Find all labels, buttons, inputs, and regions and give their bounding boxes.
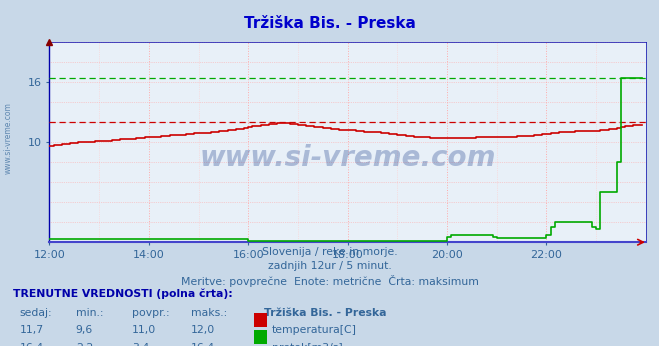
Text: TRENUTNE VREDNOSTI (polna črta):: TRENUTNE VREDNOSTI (polna črta):	[13, 289, 233, 299]
Text: povpr.:: povpr.:	[132, 308, 169, 318]
Text: min.:: min.:	[76, 308, 103, 318]
Text: www.si-vreme.com: www.si-vreme.com	[3, 102, 13, 174]
Text: 16,4: 16,4	[191, 343, 215, 346]
Text: Slovenija / reke in morje.: Slovenija / reke in morje.	[262, 247, 397, 257]
Text: zadnjih 12ur / 5 minut.: zadnjih 12ur / 5 minut.	[268, 261, 391, 271]
Text: 12,0: 12,0	[191, 325, 215, 335]
Text: sedaj:: sedaj:	[20, 308, 53, 318]
Text: pretok[m3/s]: pretok[m3/s]	[272, 343, 342, 346]
Text: Tržiška Bis. - Preska: Tržiška Bis. - Preska	[244, 16, 415, 30]
Text: 2,2: 2,2	[76, 343, 93, 346]
Text: 16,4: 16,4	[20, 343, 44, 346]
Text: 9,6: 9,6	[76, 325, 93, 335]
Text: 3,4: 3,4	[132, 343, 149, 346]
Text: www.si-vreme.com: www.si-vreme.com	[200, 144, 496, 172]
Text: temperatura[C]: temperatura[C]	[272, 325, 357, 335]
Text: 11,7: 11,7	[20, 325, 44, 335]
Text: 11,0: 11,0	[132, 325, 156, 335]
Text: Meritve: povprečne  Enote: metrične  Črta: maksimum: Meritve: povprečne Enote: metrične Črta:…	[181, 275, 478, 287]
Text: Tržiška Bis. - Preska: Tržiška Bis. - Preska	[264, 308, 386, 318]
Text: maks.:: maks.:	[191, 308, 227, 318]
